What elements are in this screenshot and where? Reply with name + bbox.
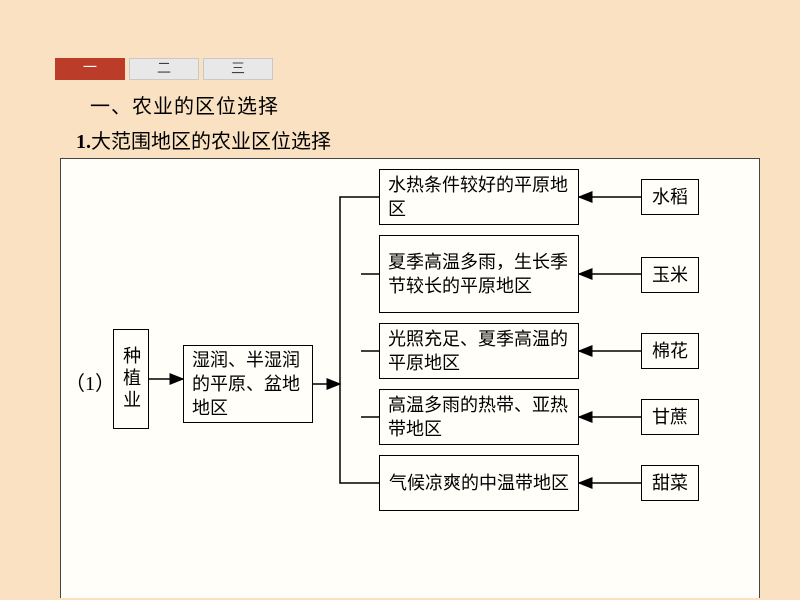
node-crop-4: 甘蔗 [641, 399, 699, 435]
node-cond-4: 高温多雨的热带、亚热带地区 [379, 389, 579, 445]
node-crop-5: 甜菜 [641, 465, 699, 501]
node-root-text: 种植业 [119, 346, 143, 412]
index-label-1: （1） [65, 367, 115, 396]
node-crop-1: 水稻 [641, 179, 699, 215]
node-cond-5-text: 气候凉爽的中温带地区 [389, 471, 569, 495]
node-mid-text: 湿润、半湿润的平原、盆地地区 [192, 348, 304, 421]
node-crop-4-text: 甘蔗 [652, 405, 688, 429]
node-mid: 湿润、半湿润的平原、盆地地区 [183, 345, 313, 423]
heading-2-num: 1. [76, 131, 91, 153]
heading-2-text: 大范围地区的农业区位选择 [91, 131, 331, 153]
diagram-panel: （1） 种植业 湿润、半湿润的平原、盆地地区 水热条件较好的平原地区 夏季高温多… [60, 158, 760, 598]
node-crop-1-text: 水稻 [652, 185, 688, 209]
headings: 一、农业的区位选择 1.大范围地区的农业区位选择 [90, 90, 331, 154]
tab-three[interactable]: 三 [203, 58, 273, 80]
node-crop-5-text: 甜菜 [652, 471, 688, 495]
node-cond-5: 气候凉爽的中温带地区 [379, 455, 579, 511]
node-cond-3: 光照充足、夏季高温的平原地区 [379, 323, 579, 379]
tab-one[interactable]: 一 [55, 58, 125, 80]
node-crop-3-text: 棉花 [652, 339, 688, 363]
connectors [61, 159, 761, 599]
node-cond-1: 水热条件较好的平原地区 [379, 169, 579, 225]
node-root: 种植业 [113, 329, 149, 429]
node-cond-1-text: 水热条件较好的平原地区 [388, 173, 570, 222]
heading-1: 一、农业的区位选择 [90, 90, 331, 119]
node-cond-2: 夏季高温多雨，生长季节较长的平原地区 [379, 235, 579, 313]
tab-bar: 一 二 三 [55, 58, 273, 80]
heading-2: 1.大范围地区的农业区位选择 [76, 125, 331, 154]
node-cond-4-text: 高温多雨的热带、亚热带地区 [388, 393, 570, 442]
node-cond-3-text: 光照充足、夏季高温的平原地区 [388, 327, 570, 376]
tab-two[interactable]: 二 [129, 58, 199, 80]
node-crop-2: 玉米 [641, 257, 699, 293]
node-cond-2-text: 夏季高温多雨，生长季节较长的平原地区 [388, 250, 570, 299]
node-crop-3: 棉花 [641, 333, 699, 369]
node-crop-2-text: 玉米 [652, 263, 688, 287]
